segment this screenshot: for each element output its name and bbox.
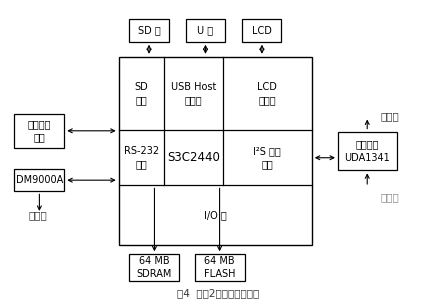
Text: DM9000A: DM9000A [16, 175, 63, 185]
Text: 64 MB
FLASH: 64 MB FLASH [204, 256, 236, 279]
Bar [14, 114, 64, 148]
Bar [243, 19, 281, 42]
Text: 音频芯片
UDA1341: 音频芯片 UDA1341 [344, 140, 390, 162]
Text: 无线通信
模块: 无线通信 模块 [28, 119, 51, 143]
Text: USB Host
控制器: USB Host 控制器 [171, 82, 216, 105]
Text: LCD
控制器: LCD 控制器 [257, 82, 277, 105]
Text: RS-232
串口: RS-232 串口 [124, 146, 159, 169]
Bar [129, 19, 169, 42]
Text: SD 卡: SD 卡 [138, 26, 160, 36]
Bar [129, 254, 180, 281]
Text: 扬声器: 扬声器 [381, 112, 399, 122]
Bar [194, 254, 245, 281]
Text: 图4  方案2的硬件原理结构: 图4 方案2的硬件原理结构 [177, 288, 260, 298]
Text: U 盘: U 盘 [198, 26, 214, 36]
Bar [118, 57, 312, 245]
Text: I²S 音频
接口: I²S 音频 接口 [253, 146, 281, 169]
Text: 以太网: 以太网 [28, 210, 47, 220]
Text: LCD: LCD [252, 26, 272, 36]
Bar [14, 169, 64, 191]
Text: 麦克风: 麦克风 [381, 192, 399, 202]
Text: 64 MB
SDRAM: 64 MB SDRAM [137, 256, 172, 279]
Text: S3C2440: S3C2440 [167, 151, 220, 164]
Text: SD
接口: SD 接口 [135, 82, 148, 105]
Bar [338, 132, 396, 170]
Text: I/O 口: I/O 口 [204, 210, 227, 220]
Bar [186, 19, 225, 42]
